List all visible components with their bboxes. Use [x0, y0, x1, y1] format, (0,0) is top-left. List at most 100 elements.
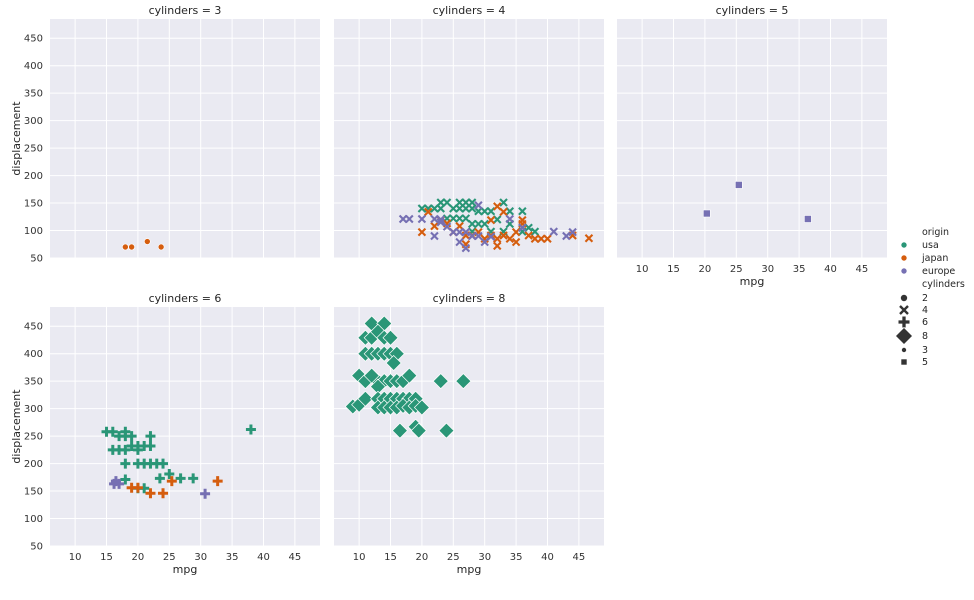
legend-label-cyl-5: 5 [922, 357, 928, 368]
legend-label-japan: japan [921, 253, 948, 264]
data-point-japan [511, 227, 521, 237]
x-tick-label: 15 [100, 552, 113, 563]
data-point-usa [480, 219, 489, 229]
data-point-usa [363, 367, 380, 384]
data-point-usa [413, 399, 430, 416]
y-tick-label: 250 [24, 144, 43, 155]
legend-marker-japan [900, 254, 908, 262]
data-point-europe [562, 231, 571, 241]
data-point-usa [461, 214, 471, 223]
data-point-japan [132, 482, 143, 493]
y-axis-label: displacement [10, 101, 23, 176]
data-point-usa [438, 422, 455, 439]
facet-title: cylinders = 4 [433, 4, 506, 17]
data-point-europe [442, 222, 452, 231]
data-point-europe [461, 243, 471, 253]
data-point-europe [398, 214, 408, 224]
y-tick-label: 250 [24, 432, 43, 443]
legend-title-origin: origin [922, 227, 949, 238]
data-point-japan [530, 234, 540, 244]
data-point-usa [524, 223, 533, 233]
data-point-japan [543, 234, 552, 244]
y-axis-label: displacement [10, 389, 23, 464]
data-point-japan [486, 215, 496, 225]
data-point-usa [442, 198, 452, 207]
data-point-usa [417, 204, 427, 213]
data-point-japan [212, 476, 223, 487]
legend-label-cyl-6: 6 [922, 317, 928, 328]
data-point-europe [461, 227, 471, 237]
x-tick-label: 10 [353, 552, 366, 563]
data-point-usa [385, 355, 402, 372]
x-tick-label: 30 [194, 552, 207, 563]
y-tick-label: 350 [24, 89, 43, 100]
legend-marker-cyl-8 [895, 327, 913, 345]
data-point-europe [474, 231, 483, 241]
x-tick-label: 35 [510, 552, 523, 563]
facet-panels: cylinders = 3 50 100 150 200 250 300 350 400 450 d… [10, 4, 887, 576]
panel-background [334, 19, 604, 258]
data-point-europe [200, 488, 211, 499]
data-point-usa [467, 204, 477, 213]
x-tick-label: 40 [824, 264, 837, 275]
y-tick-label: 100 [24, 514, 43, 525]
data-point-usa [145, 431, 156, 442]
data-point-japan [499, 231, 508, 240]
data-point-europe [480, 237, 489, 247]
data-point-europe [436, 215, 445, 224]
data-point-japan [493, 241, 502, 251]
data-point-usa [455, 214, 464, 223]
facet-title: cylinders = 3 [149, 4, 222, 17]
data-point-usa [455, 204, 464, 213]
y-tick-label: 400 [24, 61, 43, 72]
data-point-japan [157, 243, 165, 251]
data-point-usa [432, 373, 449, 390]
data-point-usa [132, 444, 143, 455]
legend-marker-cyl-3 [901, 347, 907, 353]
facet-title: cylinders = 8 [433, 292, 506, 305]
y-tick-label: 150 [24, 199, 43, 210]
x-axis-label: mpg [740, 275, 765, 288]
data-point-usa [480, 207, 489, 216]
data-point-usa [145, 441, 156, 452]
x-tick-label: 45 [856, 264, 869, 275]
data-point-usa [401, 367, 418, 384]
data-point-usa [357, 390, 374, 407]
data-point-usa [382, 329, 399, 346]
y-tick-label: 200 [24, 459, 43, 470]
data-point-japan [144, 238, 151, 245]
data-point-usa [107, 426, 118, 437]
x-tick-label: 20 [132, 552, 145, 563]
x-tick-label: 30 [478, 552, 491, 563]
data-point-europe [804, 215, 812, 223]
data-point-europe [436, 218, 445, 227]
data-point-usa [154, 473, 165, 484]
data-point-usa [120, 474, 131, 485]
x-tick-label: 15 [667, 264, 680, 275]
data-point-europe [449, 227, 458, 237]
x-tick-label: 40 [257, 552, 270, 563]
x-tick-label: 25 [163, 552, 176, 563]
data-point-usa [126, 431, 137, 442]
data-point-usa [410, 422, 427, 439]
data-point-japan [584, 233, 594, 243]
y-tick-label: 100 [24, 226, 43, 237]
x-axis-label: mpg [173, 563, 198, 576]
data-point-usa [164, 469, 175, 480]
data-point-japan [128, 243, 135, 251]
x-tick-label: 30 [761, 264, 774, 275]
legend-marker-europe [900, 267, 908, 275]
data-point-europe [518, 223, 527, 233]
y-tick-label: 450 [24, 34, 43, 45]
data-point-europe [702, 209, 711, 218]
panel-background [617, 19, 887, 258]
facet-panel-cyl-5: cylinders = 5 10 15 20 25 30 35 40 45 mpg [617, 4, 887, 288]
data-point-europe [405, 214, 414, 224]
legend-label-europe: europe [922, 266, 955, 277]
legend-marker-cyl-2 [900, 294, 908, 302]
x-tick-label: 10 [636, 264, 649, 275]
data-point-usa [188, 473, 199, 484]
data-point-usa [245, 424, 256, 435]
data-point-usa [461, 204, 471, 213]
x-tick-label: 35 [793, 264, 806, 275]
